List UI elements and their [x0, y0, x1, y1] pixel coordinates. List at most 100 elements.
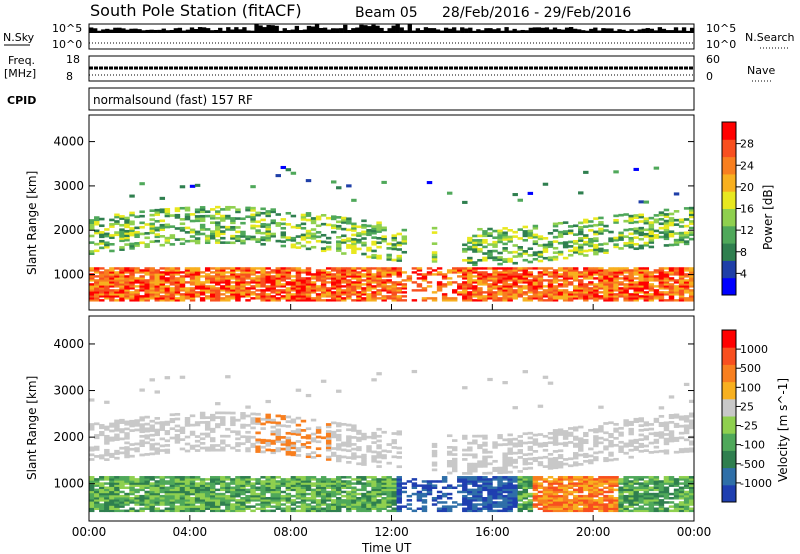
heatmap-cell: [325, 216, 332, 220]
heatmap-cell: [457, 490, 463, 494]
heatmap-cell: [109, 269, 115, 272]
nsky-sample: [210, 30, 215, 33]
heatmap-cell: [260, 445, 266, 449]
heatmap-cell: [386, 476, 392, 479]
heatmap-cell: [159, 295, 166, 298]
heatmap-cell: [603, 486, 609, 490]
heatmap-cell: [663, 221, 670, 225]
heatmap-cell: [260, 501, 266, 504]
heatmap-cell: [391, 432, 397, 435]
heatmap-cell: [497, 299, 503, 302]
heatmap-cell: [507, 287, 513, 290]
heatmap-cell: [356, 476, 362, 479]
heatmap-cell: [588, 267, 594, 270]
heatmap-cell: [119, 289, 125, 292]
heatmap-cell: [235, 297, 241, 300]
heatmap-cell: [275, 507, 281, 510]
heatmap-cell: [547, 492, 554, 496]
heatmap-cell: [613, 482, 619, 485]
heatmap-cell: [265, 478, 271, 481]
heatmap-cell: [280, 235, 287, 239]
heatmap-cell: [260, 236, 266, 239]
heatmap-cell: [386, 242, 392, 246]
heatmap-cell: [467, 499, 473, 502]
heatmap-cell: [305, 236, 312, 240]
heatmap-cell: [94, 295, 100, 298]
heatmap-cell: [502, 289, 508, 292]
heatmap-cell: [361, 509, 367, 513]
heatmap-cell: [114, 419, 120, 423]
heatmap-cell: [139, 232, 145, 236]
heatmap-cell: [346, 490, 352, 494]
heatmap-cell: [104, 279, 110, 282]
heatmap-cell: [618, 490, 624, 494]
heatmap-cell: [250, 269, 256, 272]
heatmap-cell: [477, 293, 483, 296]
heatmap-cell: [603, 299, 609, 302]
heatmap-cell: [532, 235, 539, 239]
heatmap-cell: [260, 497, 266, 500]
heatmap-cell: [598, 507, 604, 510]
heatmap-cell: [633, 231, 639, 235]
heatmap-cell: [109, 267, 115, 270]
heatmap-cell: [567, 427, 574, 430]
heatmap-cell: [557, 269, 564, 272]
heatmap-cell: [527, 271, 534, 274]
heatmap-cell: [220, 271, 226, 274]
heatmap-cell: [225, 411, 231, 415]
heatmap-cell: [381, 299, 387, 302]
heatmap-cell: [230, 281, 236, 284]
heatmap-cell: [114, 285, 120, 288]
heatmap-cell: [608, 299, 614, 302]
heatmap-cell: [99, 246, 105, 250]
heatmap-cell: [336, 227, 342, 230]
heatmap-cell: [593, 232, 599, 236]
heatmap-cell: [270, 283, 276, 286]
heatmap-cell: [557, 503, 564, 506]
heatmap-cell: [255, 279, 261, 282]
heatmap-cell: [290, 509, 297, 513]
heatmap-cell: [275, 503, 281, 506]
heatmap-cell: [472, 287, 478, 290]
heatmap-cell: [199, 283, 206, 286]
heatmap-cell: [250, 224, 256, 228]
heatmap-cell: [618, 277, 624, 280]
heatmap-cell: [336, 492, 342, 496]
heatmap-cell: [305, 393, 312, 398]
heatmap-cell: [507, 438, 513, 441]
heatmap-cell: [472, 499, 478, 502]
heatmap-cell: [260, 211, 266, 215]
heatmap-cell: [507, 275, 513, 278]
heatmap-cell: [517, 295, 523, 298]
heatmap-cell: [467, 293, 473, 296]
heatmap-cell: [179, 447, 186, 451]
heatmap-cell: [285, 484, 292, 487]
heatmap-cell: [280, 240, 287, 243]
heatmap-cell: [199, 482, 206, 485]
heatmap-cell: [315, 289, 322, 292]
heatmap-cell: [608, 293, 614, 296]
heatmap-cell: [164, 488, 171, 492]
heatmap-cell: [361, 269, 367, 272]
heatmap-cell: [300, 226, 307, 230]
heatmap-cell: [290, 289, 297, 292]
heatmap-cell: [184, 275, 191, 278]
heatmap-cell: [139, 418, 145, 422]
heatmap-cell: [240, 293, 246, 296]
heatmap-cell: [366, 281, 372, 284]
heatmap-cell: [613, 457, 619, 461]
heatmap-cell: [351, 287, 357, 290]
heatmap-cell: [376, 267, 382, 270]
heatmap-cell: [452, 469, 458, 473]
heatmap-cell: [129, 499, 135, 502]
heatmap-cell: [517, 482, 523, 485]
heatmap-cell: [467, 503, 473, 506]
heatmap-cell: [336, 486, 342, 490]
heatmap-cell: [204, 275, 211, 278]
heatmap-cell: [396, 492, 402, 496]
heatmap-cell: [331, 293, 337, 296]
heatmap-cell: [633, 267, 639, 270]
heatmap-cell: [114, 499, 120, 502]
heatmap-cell: [104, 245, 110, 249]
heatmap-cell: [441, 293, 448, 296]
